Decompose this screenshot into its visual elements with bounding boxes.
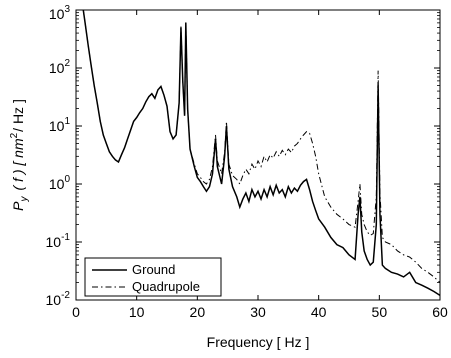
axis-ticks: 0 10 20 30 40 50 60 10-2 10-1 100 101 102 103 <box>46 4 448 320</box>
x-tick-label: 50 <box>372 304 388 320</box>
y-tick-label: 10-1 <box>46 232 71 250</box>
y-tick-label: 10-2 <box>46 290 71 308</box>
legend-label-ground: Ground <box>132 262 175 277</box>
y-tick-label: 100 <box>49 174 71 192</box>
plot-area <box>75 9 441 301</box>
series-layer <box>82 10 440 297</box>
y-tick-label: 101 <box>49 116 71 134</box>
x-tick-label: 30 <box>250 304 266 320</box>
series-line-ground <box>82 10 440 297</box>
x-tick-label: 20 <box>190 304 206 320</box>
legend-label-quadrupole: Quadrupole <box>132 279 200 294</box>
x-tick-label: 60 <box>432 304 448 320</box>
y-tick-label: 102 <box>49 58 71 76</box>
svg-text:Py( f ) [ nm2/ Hz ]: Py( f ) [ nm2/ Hz ] <box>9 99 30 211</box>
x-tick-label: 40 <box>311 304 327 320</box>
x-tick-label: 10 <box>129 304 145 320</box>
x-tick-label: 0 <box>72 304 80 320</box>
x-axis-label: Frequency [ Hz ] <box>207 334 310 350</box>
y-tick-label: 103 <box>49 4 71 22</box>
legend-box <box>84 257 222 297</box>
y-axis-label: Py( f ) [ nm2/ Hz ] <box>9 99 30 211</box>
legend: Ground Quadrupole <box>84 257 222 297</box>
